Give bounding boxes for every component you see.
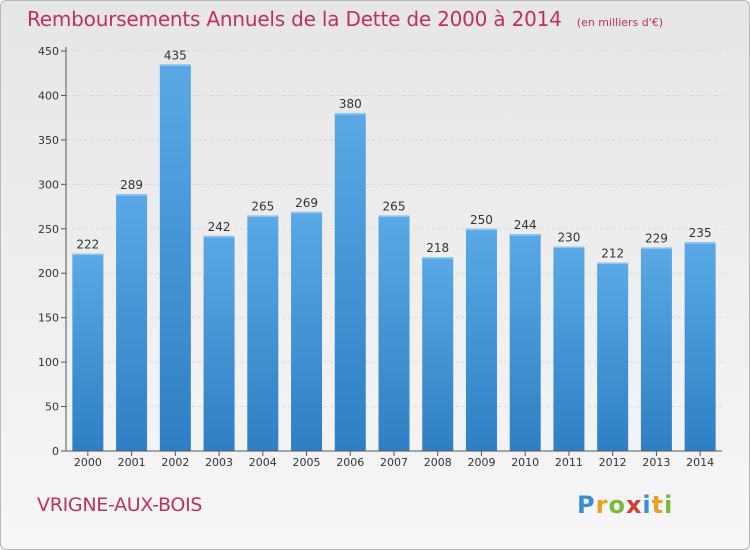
bar-highlight <box>291 211 323 214</box>
logo-letter: r <box>595 491 609 519</box>
data-label: 230 <box>557 231 580 245</box>
x-tick-label: 2009 <box>467 456 495 469</box>
bar-highlight <box>422 257 454 259</box>
x-tick-label: 2008 <box>424 456 452 469</box>
x-tick-label: 2012 <box>599 456 627 469</box>
bar-highlight <box>509 234 541 236</box>
bar-highlight <box>116 194 148 196</box>
bar-highlight <box>684 242 716 244</box>
chart-subtitle: (en milliers d'€) <box>576 16 664 29</box>
bar-2014 <box>684 242 716 451</box>
logo-letter: P <box>577 491 596 519</box>
data-label: 242 <box>208 220 231 234</box>
bar-highlight <box>378 215 410 217</box>
logo-letter: x <box>625 491 643 519</box>
title-row: Remboursements Annuels de la Dette de 20… <box>27 7 663 31</box>
bar-highlight <box>553 246 585 249</box>
data-label: 269 <box>295 196 318 210</box>
axes: 0 50 100 150 200 250 300 350 400 450 2000 2001 2002 2… <box>38 45 722 469</box>
bar-2002 <box>159 64 191 452</box>
bar-highlight <box>597 262 629 265</box>
x-tick-label: 2001 <box>118 456 146 469</box>
x-tick-label: 2005 <box>293 456 321 469</box>
bar-2001 <box>116 194 148 451</box>
logo-letter: i <box>642 491 652 519</box>
bar-2012 <box>597 262 629 451</box>
x-tick-label: 2013 <box>642 456 670 469</box>
bar-2004 <box>247 215 279 451</box>
bar-2000 <box>72 253 104 451</box>
y-tick-label: 300 <box>38 178 59 191</box>
bar-highlight <box>247 215 279 217</box>
y-tick-label: 250 <box>38 223 59 236</box>
bar-highlight <box>465 228 497 231</box>
logo-letter: i <box>664 491 674 519</box>
y-tick-label: 50 <box>45 401 59 414</box>
bar-2007 <box>378 215 410 451</box>
bar-2011 <box>553 246 585 451</box>
x-tick-label: 2002 <box>161 456 189 469</box>
logo-letter: t <box>651 491 665 519</box>
x-tick-label: 2006 <box>336 456 364 469</box>
y-tick-label: 350 <box>38 134 59 147</box>
chart-title: Remboursements Annuels de la Dette de 20… <box>27 7 562 31</box>
x-tick-label: 2004 <box>249 456 277 469</box>
y-tick-label: 450 <box>38 45 59 58</box>
bar-highlight <box>640 247 672 249</box>
y-tick-label: 200 <box>38 267 59 280</box>
y-tick-label: 100 <box>38 356 59 369</box>
bar-highlight <box>203 235 235 238</box>
x-tick-label: 2000 <box>74 456 102 469</box>
y-tick-label: 0 <box>52 445 59 458</box>
bar-2005 <box>291 211 323 451</box>
logo-letter: o <box>608 491 626 519</box>
x-tick-label: 2003 <box>205 456 233 469</box>
y-tick-label: 150 <box>38 312 59 325</box>
data-label: 435 <box>164 48 187 62</box>
x-tick-label: 2014 <box>686 456 714 469</box>
data-label: 235 <box>689 226 712 240</box>
x-tick-label: 2010 <box>511 456 539 469</box>
y-tick-label: 400 <box>38 89 59 102</box>
bar-2013 <box>640 247 672 451</box>
data-label: 218 <box>426 241 449 255</box>
data-label: 265 <box>383 199 406 213</box>
bar-2010 <box>509 234 541 451</box>
data-label: 244 <box>514 218 537 232</box>
bar-highlight <box>334 113 366 115</box>
bar-highlight <box>159 64 191 66</box>
x-tick-label: 2007 <box>380 456 408 469</box>
data-label: 289 <box>120 178 143 192</box>
bars: 222 289 435 242 265 269 380 265 218 250 244 230 212 2… <box>72 48 716 452</box>
data-label: 380 <box>339 97 362 111</box>
bar-2003 <box>203 235 235 451</box>
data-label: 222 <box>76 238 99 252</box>
x-tick-label: 2011 <box>555 456 583 469</box>
bar-highlight <box>72 253 104 256</box>
data-label: 250 <box>470 213 493 227</box>
bar-2009 <box>465 228 497 451</box>
bar-2008 <box>422 257 454 451</box>
data-label: 229 <box>645 231 668 245</box>
place-name: VRIGNE-AUX-BOIS <box>37 494 203 516</box>
data-label: 265 <box>251 199 274 213</box>
bar-2006 <box>334 113 366 451</box>
data-label: 212 <box>601 247 624 261</box>
proxiti-logo: Proxiti <box>577 491 673 519</box>
